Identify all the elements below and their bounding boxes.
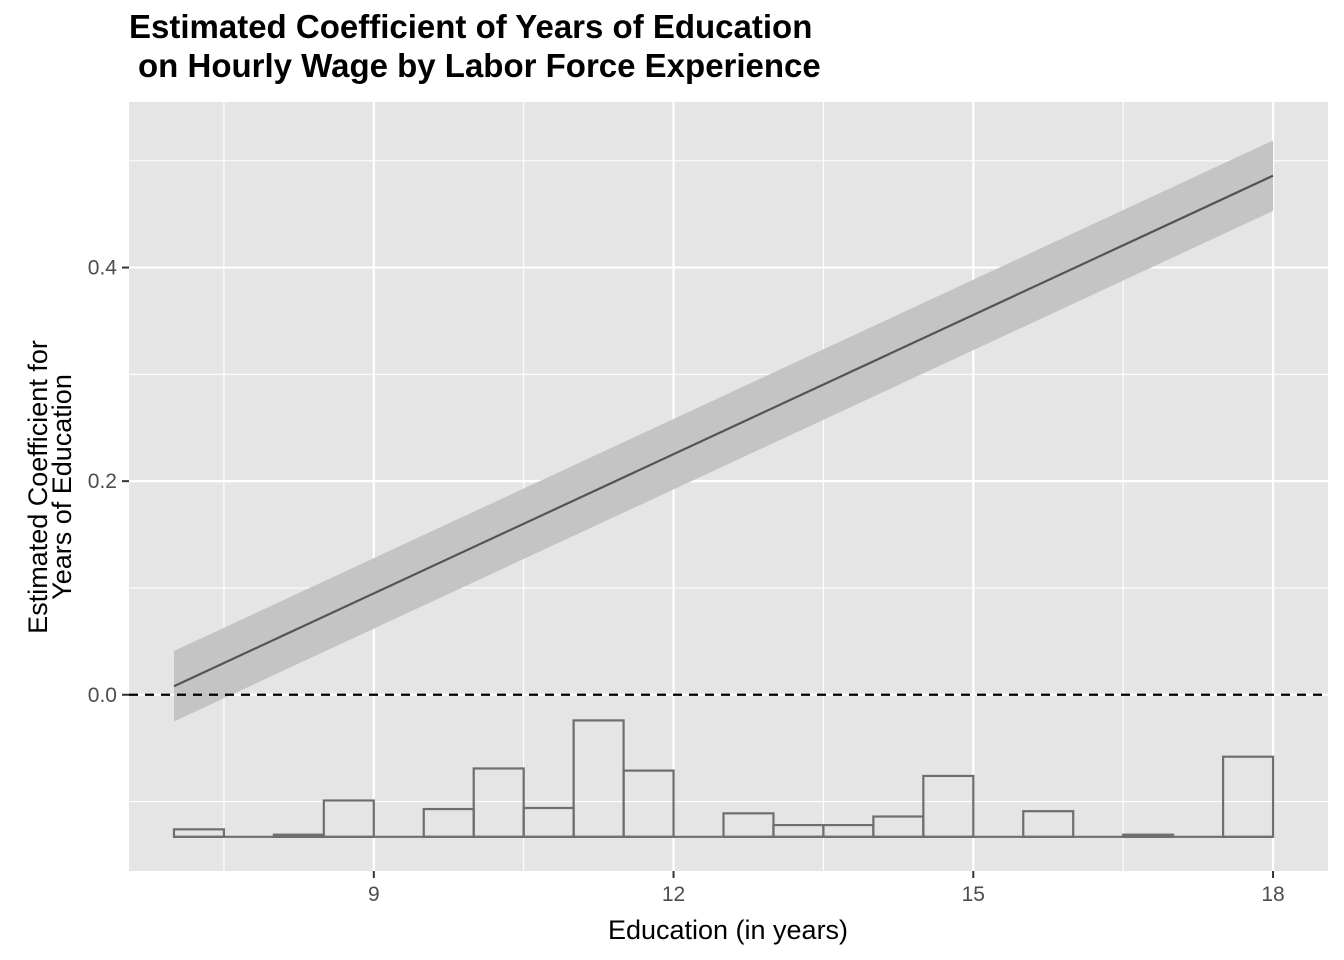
histogram-bar xyxy=(1122,833,1175,838)
histogram-bar xyxy=(1022,810,1075,838)
histogram-bar xyxy=(272,833,325,838)
chart-title-line-1: Estimated Coefficient of Years of Educat… xyxy=(129,8,812,45)
y-axis-label: Estimated Coefficient for Years of Educa… xyxy=(23,340,77,634)
y-axis-label-line-2: Years of Education xyxy=(47,374,77,600)
y-axis-label-line-1: Estimated Coefficient for xyxy=(23,340,53,634)
histogram-bar xyxy=(922,774,975,838)
histogram-bar xyxy=(1221,755,1275,838)
x-tick-label: 15 xyxy=(962,883,985,906)
x-tick-label: 12 xyxy=(662,883,685,906)
histogram-bar xyxy=(172,828,226,838)
x-axis-label: Education (in years) xyxy=(608,915,848,945)
y-tick-label: 0.0 xyxy=(88,684,117,707)
histogram-bar xyxy=(322,799,375,838)
marks xyxy=(129,140,1328,838)
x-tick-label: 18 xyxy=(1261,883,1284,906)
x-tick-label: 9 xyxy=(368,883,380,906)
histogram-bar xyxy=(472,767,525,838)
histogram-bar xyxy=(622,769,675,838)
estimate-line xyxy=(173,174,1274,688)
y-tick-label: 0.4 xyxy=(88,257,118,280)
axes: 9 12 15 18 0.0 0.2 0.4 xyxy=(88,257,1285,906)
y-tick-label: 0.2 xyxy=(88,470,117,493)
chart-title-line-2: on Hourly Wage by Labor Force Experience xyxy=(138,47,821,84)
